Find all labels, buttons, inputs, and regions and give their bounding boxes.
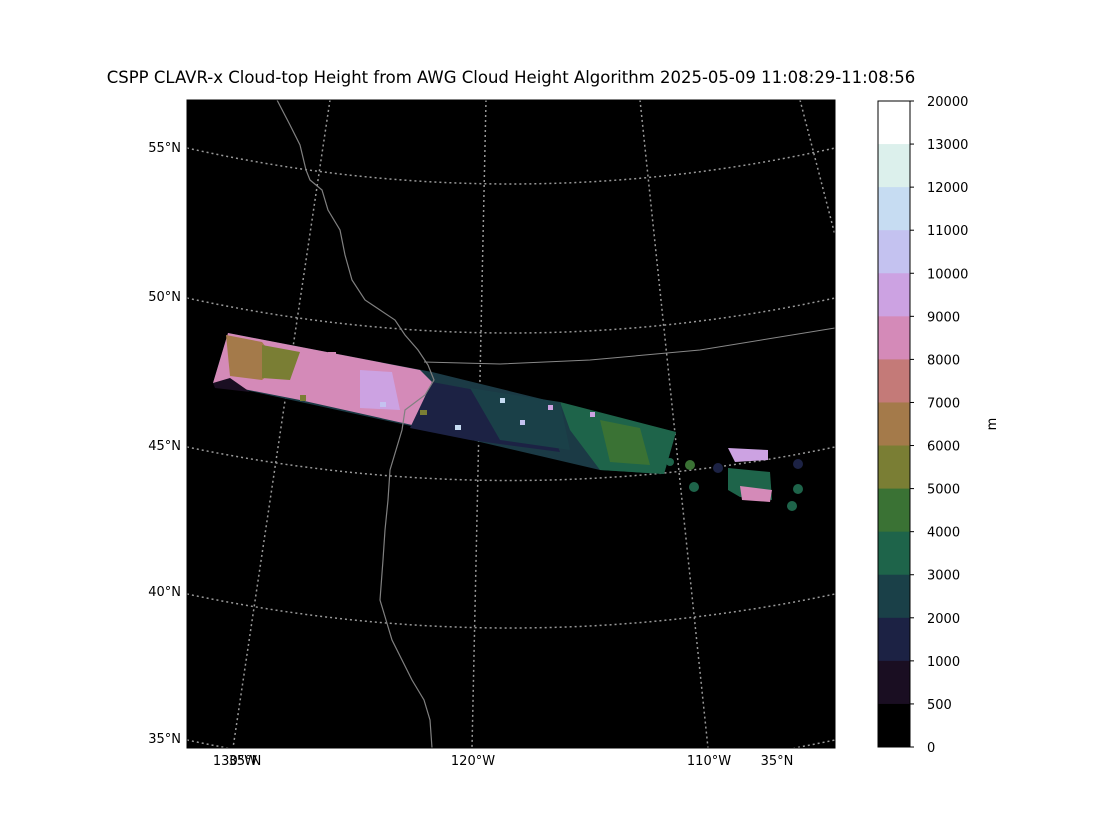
lat-label-55n: 55°N [148,141,181,156]
lat-label-50n: 50°N [148,290,181,305]
colorbar-tick-label: 0 [927,741,935,756]
cloud-speckle [520,420,525,425]
longitude-gridlines [232,100,835,748]
swath-black-edge [213,378,250,392]
latitude-labels: 55°N 50°N 45°N 40°N 35°N [148,141,181,747]
colorbar-band [878,359,910,403]
cloud-dot [793,484,803,494]
cloud-speckle [420,410,427,415]
cloud-swath [213,333,803,511]
gridline-50n [187,297,835,334]
coastline [276,100,435,748]
colorbar-band [878,531,910,576]
colorbar-band [878,144,910,188]
lat-label-35n-bottom-right: 35°N [761,754,794,769]
colorbar-tick-label: 3000 [927,569,960,584]
colorbar-tick-label: 2000 [927,612,960,627]
gridline-55n [187,147,835,185]
colorbar-band [878,273,910,317]
colorbar-unit-label: m [985,418,1000,431]
colorbar-frame [877,100,911,748]
colorbar-tick-label: 10000 [927,267,968,282]
cloud-speckle [380,402,386,407]
colorbar-tick-label: 13000 [927,138,968,153]
lat-label-45n: 45°N [148,439,181,454]
map-content [187,100,835,748]
cloud-cluster-east [728,448,768,462]
cloud-dot [787,501,797,511]
cloud-cluster-east-3 [740,486,772,502]
cloud-dot [689,482,699,492]
colorbar-tick-label: 20000 [927,95,968,110]
gridline-45n [187,446,835,482]
bottom-axis-labels: 130°W 35°N 120°W 110°W 35°N [213,754,793,769]
colorbar-tick-label: 9000 [927,310,960,325]
colorbar-band [878,660,910,705]
colorbar-tick-label: 6000 [927,440,960,455]
map-frame [186,99,836,749]
colorbar-tick-label: 500 [927,698,952,713]
plot-title: CSPP CLAVR-x Cloud-top Height from AWG C… [106,68,916,87]
cloud-speckle [328,352,336,358]
colorbar-tick-label: 12000 [927,181,968,196]
colorbar-tick-label: 11000 [927,224,968,239]
lat-label-40n: 40°N [148,585,181,600]
colorbar-band [878,230,910,274]
swath-teal-region [470,388,570,450]
lon-label-130w: 130°W [213,754,257,769]
gridline-40n [187,593,835,629]
lon-label-110w: 110°W [687,754,731,769]
colorbar-band [878,402,910,447]
latitude-gridlines [187,147,835,748]
gridline-120w [471,100,487,748]
cloud-speckle [590,412,595,417]
lat-label-35n: 35°N [148,732,181,747]
cloud-dot [793,459,803,469]
map-panel [186,99,836,749]
gridline-100w [799,100,835,236]
cloud-dot [713,463,723,473]
swath-green-patch [600,420,650,465]
cloud-speckle [548,405,553,410]
colorbar-tick-label: 5000 [927,483,960,498]
swath-olive-region [262,345,300,380]
colorbar-band [878,187,910,231]
gridline-130w [232,100,331,748]
colorbar-tick-label: 7000 [927,396,960,411]
colorbar-tick-label: 1000 [927,655,960,670]
colorbar-tick-label: 8000 [927,353,960,368]
lat-label-35n-bottom-left: 35°N [229,754,262,769]
colorbar: 2000013000120001100010000900080007000600… [877,95,968,756]
lon-label-120w: 120°W [451,754,495,769]
colorbar-band [878,445,910,490]
cloud-dot [666,458,674,466]
cloud-speckle [300,395,306,401]
swath-lavender-patch [360,370,400,410]
colorbar-band [878,316,910,360]
us-canada-border [423,327,835,365]
colorbar-band [878,574,910,619]
gridline-110w [639,100,709,748]
colorbar-band [878,101,910,145]
cloud-dot [685,460,695,470]
colorbar-band [878,617,910,662]
colorbar-band [878,703,910,748]
cloud-speckle [455,425,461,430]
colorbar-tick-label: 4000 [927,526,960,541]
cloud-speckle [500,398,505,403]
colorbar-band [878,488,910,533]
